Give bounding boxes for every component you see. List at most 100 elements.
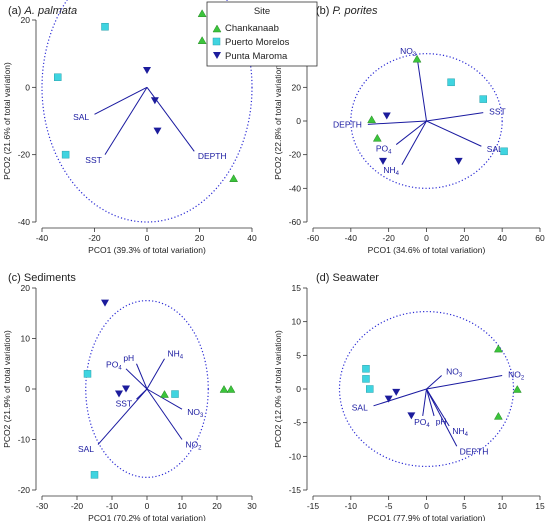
x-tick-label: 20 [212, 501, 222, 511]
x-tick-label: -20 [383, 233, 396, 243]
vector-label-po4: PO4 [106, 360, 122, 372]
data-point-chankanaab [197, 9, 207, 18]
vector-no2 [146, 388, 183, 440]
legend-item-punta-maroma: Punta Maroma [213, 51, 288, 62]
data-point-punta-maroma [378, 157, 387, 165]
vector-sal [94, 86, 148, 115]
vector-label-nh4: NH4 [168, 349, 184, 361]
vector-nh4 [401, 120, 427, 166]
data-point-chankanaab [229, 174, 239, 182]
x-axis-label: PCO1 (39.3% of total variation) [88, 245, 206, 255]
y-tick-label: 0 [25, 384, 30, 394]
vector-depth [426, 388, 458, 447]
x-tick-label: 20 [460, 233, 470, 243]
legend-label-punta-maroma: Punta Maroma [225, 51, 288, 62]
triangle-up-icon [212, 24, 222, 33]
vector-label-depth: DEPTH [460, 447, 489, 457]
data-point-puerto-morelos [61, 150, 70, 159]
y-tick-label: -5 [293, 418, 301, 428]
data-point-chankanaab [512, 384, 522, 393]
vector-no3 [146, 388, 183, 410]
x-tick-label: 40 [247, 233, 257, 243]
y-tick-label: 15 [292, 283, 302, 293]
data-point-punta-maroma [384, 395, 393, 403]
data-point-punta-maroma [153, 127, 162, 135]
data-point-puerto-morelos [447, 78, 455, 87]
y-axis-label: PCO2 (22.8% of total variation) [273, 62, 283, 180]
data-point-chankanaab [412, 54, 422, 63]
x-tick-label: 0 [145, 233, 150, 243]
x-tick-label: 0 [424, 233, 429, 243]
vector-ph [426, 388, 435, 417]
x-tick-label: -5 [385, 501, 393, 511]
x-tick-label: -10 [345, 501, 358, 511]
panel-title: (c) Sediments [8, 272, 76, 284]
x-tick-label: 10 [497, 501, 507, 511]
data-point-puerto-morelos [171, 390, 179, 398]
y-tick-label: 20 [21, 15, 31, 25]
data-point-punta-maroma [143, 67, 151, 74]
legend-label-puerto-morelos: Puerto Morelos [225, 37, 290, 48]
data-point-chankanaab [226, 384, 236, 393]
data-point-chankanaab [219, 384, 229, 393]
y-tick-label: 5 [296, 350, 301, 360]
vector-po4 [125, 368, 148, 390]
x-tick-label: 10 [177, 501, 187, 511]
data-point-puerto-morelos [54, 73, 62, 81]
x-axis-label: PCO1 (34.6% of total variation) [368, 245, 486, 255]
vector-po4 [422, 388, 427, 417]
vector-ph [136, 363, 148, 390]
vector-label-no2: NO2 [185, 439, 202, 451]
legend-box [206, 1, 318, 67]
data-point-punta-maroma [115, 390, 123, 398]
y-tick-label: -10 [289, 451, 302, 461]
vector-label-po4: PO4 [414, 417, 430, 429]
data-point-puerto-morelos [83, 370, 92, 378]
data-point-chankanaab [197, 36, 207, 44]
x-tick-label: 40 [497, 233, 507, 243]
y-tick-label: -20 [18, 150, 31, 160]
vector-label-nh4: NH4 [383, 165, 399, 177]
panel-3: (c) Sediments -30 -20 -10 0 10 20 30 -20 -10 0 10 20… [2, 272, 257, 521]
vector-label-sst: SST [85, 155, 102, 165]
y-tick-label: 10 [21, 334, 31, 344]
correlation-circle [350, 53, 503, 189]
y-tick-label: -40 [18, 217, 31, 227]
y-axis-label: PCO2 (12.0% of total variation) [273, 330, 283, 448]
vector-label-no3: NO3 [187, 407, 204, 419]
x-tick-label: 60 [535, 233, 545, 243]
data-point-punta-maroma [150, 97, 159, 105]
x-tick-label: -30 [36, 501, 49, 511]
panel-4: (d) Seawater -15 -10 -5 0 5 10 15 -15 -10 -5 0 5 10 15… [273, 272, 545, 521]
vector-label-sal: SAL [352, 403, 368, 413]
x-tick-label: -40 [345, 233, 358, 243]
legend-label-chankanaab: Chankanaab [225, 23, 279, 34]
x-tick-label: -10 [106, 501, 119, 511]
data-point-chankanaab [367, 115, 377, 124]
vector-label-sal: SAL [487, 144, 503, 154]
vector-label-sst: SST [489, 107, 506, 117]
vector-label-no2: NO2 [508, 369, 525, 381]
x-tick-label: -20 [88, 233, 101, 243]
vector-label-po4: PO4 [376, 143, 392, 155]
y-tick-label: -20 [289, 150, 302, 160]
vector-sal [373, 388, 427, 407]
site-legend: Site Chankanaab Puerto Morelos Punta Mar… [206, 1, 318, 67]
legend-item-puerto-morelos: Puerto Morelos [212, 37, 290, 48]
data-point-punta-maroma [392, 388, 401, 396]
correlation-circle [41, 0, 253, 223]
correlation-circle [338, 310, 515, 468]
data-point-punta-maroma [454, 157, 463, 165]
data-point-chankanaab [493, 344, 503, 353]
x-tick-label: -60 [307, 233, 320, 243]
vector-nh4 [146, 358, 165, 390]
vector-label-no3: NO3 [446, 367, 463, 379]
vector-sst [426, 112, 484, 122]
vector-no2 [426, 375, 503, 390]
data-point-puerto-morelos [366, 385, 374, 393]
legend-title: Site [254, 6, 270, 17]
data-point-punta-maroma [101, 299, 109, 307]
x-axis-label: PCO1 (77.9% of total variation) [368, 513, 486, 521]
vector-label-ph: pH [436, 417, 447, 427]
